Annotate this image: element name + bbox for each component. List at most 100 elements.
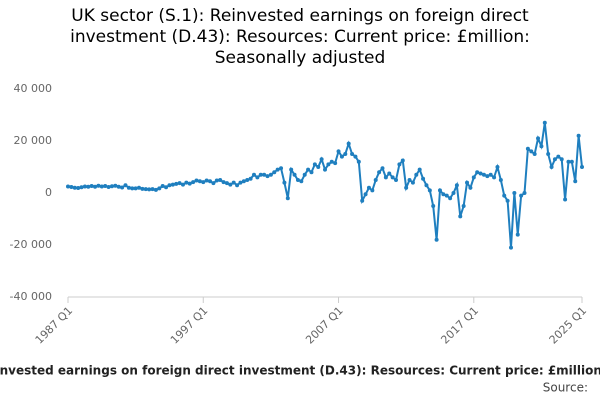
y-tick-label: -20 000	[10, 238, 52, 251]
point	[76, 186, 81, 191]
point	[272, 170, 277, 175]
point	[170, 182, 175, 187]
point	[478, 171, 483, 176]
point	[580, 165, 584, 169]
point	[130, 186, 135, 191]
point	[346, 141, 351, 146]
point	[380, 166, 385, 171]
point	[255, 175, 260, 180]
point	[289, 167, 294, 172]
point	[566, 159, 571, 164]
y-tick-label: 0	[45, 186, 52, 199]
point	[66, 184, 70, 189]
point	[532, 152, 537, 156]
point	[383, 175, 388, 180]
point	[228, 182, 233, 187]
point	[529, 149, 534, 154]
point	[468, 185, 473, 190]
point	[302, 172, 307, 177]
point	[552, 157, 557, 162]
point	[79, 185, 84, 190]
point	[431, 204, 436, 208]
point	[316, 165, 321, 169]
y-tick-label: -40 000	[10, 290, 52, 303]
point	[82, 184, 87, 189]
point	[201, 180, 206, 185]
point	[410, 180, 415, 185]
point	[323, 167, 327, 172]
point	[157, 186, 162, 191]
point	[89, 183, 94, 188]
point	[576, 133, 581, 138]
point	[86, 184, 91, 189]
point	[475, 170, 480, 175]
point	[508, 245, 513, 250]
point	[350, 152, 355, 156]
point	[241, 179, 246, 184]
point	[417, 167, 422, 172]
point	[279, 166, 284, 171]
point	[319, 157, 324, 162]
point	[275, 167, 280, 172]
point	[251, 172, 256, 177]
point	[370, 188, 375, 193]
point	[343, 152, 348, 156]
point	[292, 172, 297, 177]
point	[180, 182, 185, 187]
point	[451, 191, 456, 195]
y-tick-label: 20 000	[14, 134, 53, 147]
point	[536, 136, 541, 141]
point	[339, 154, 344, 159]
point	[434, 237, 439, 242]
point	[498, 178, 503, 182]
point	[214, 178, 219, 183]
point	[133, 186, 138, 191]
point	[211, 181, 216, 186]
point	[167, 183, 172, 188]
point	[441, 192, 446, 197]
point	[191, 180, 196, 185]
point	[427, 188, 432, 193]
point	[363, 192, 368, 197]
point	[174, 181, 179, 186]
point	[120, 185, 125, 190]
point	[268, 172, 273, 177]
source-label: Source:	[543, 381, 588, 395]
point	[407, 178, 412, 182]
chart-title: UK sector (S.1): Reinvested earnings on …	[70, 6, 530, 68]
point	[360, 198, 365, 203]
point	[160, 183, 165, 188]
point	[329, 159, 334, 164]
point	[96, 183, 101, 188]
point	[116, 184, 121, 189]
point	[485, 174, 490, 179]
point	[424, 183, 429, 188]
point	[465, 180, 470, 185]
point	[295, 178, 300, 182]
x-tick-label: 2017 Q1	[438, 304, 481, 347]
point	[72, 185, 77, 190]
point	[495, 165, 500, 169]
point	[93, 184, 98, 189]
x-tick-label: 1997 Q1	[168, 304, 211, 347]
point	[461, 204, 466, 208]
point	[448, 196, 453, 201]
point	[285, 196, 290, 201]
point	[312, 162, 317, 167]
point	[539, 144, 544, 149]
point	[356, 159, 361, 164]
point	[265, 174, 270, 179]
x-tick-label: 2007 Q1	[303, 304, 346, 347]
point	[437, 188, 442, 193]
point	[245, 178, 250, 182]
point	[404, 185, 409, 190]
point	[512, 191, 517, 195]
point	[326, 162, 331, 167]
point	[221, 180, 226, 185]
point	[400, 158, 405, 163]
point	[282, 180, 287, 185]
point	[471, 175, 476, 180]
point	[556, 154, 561, 159]
point	[126, 185, 131, 190]
